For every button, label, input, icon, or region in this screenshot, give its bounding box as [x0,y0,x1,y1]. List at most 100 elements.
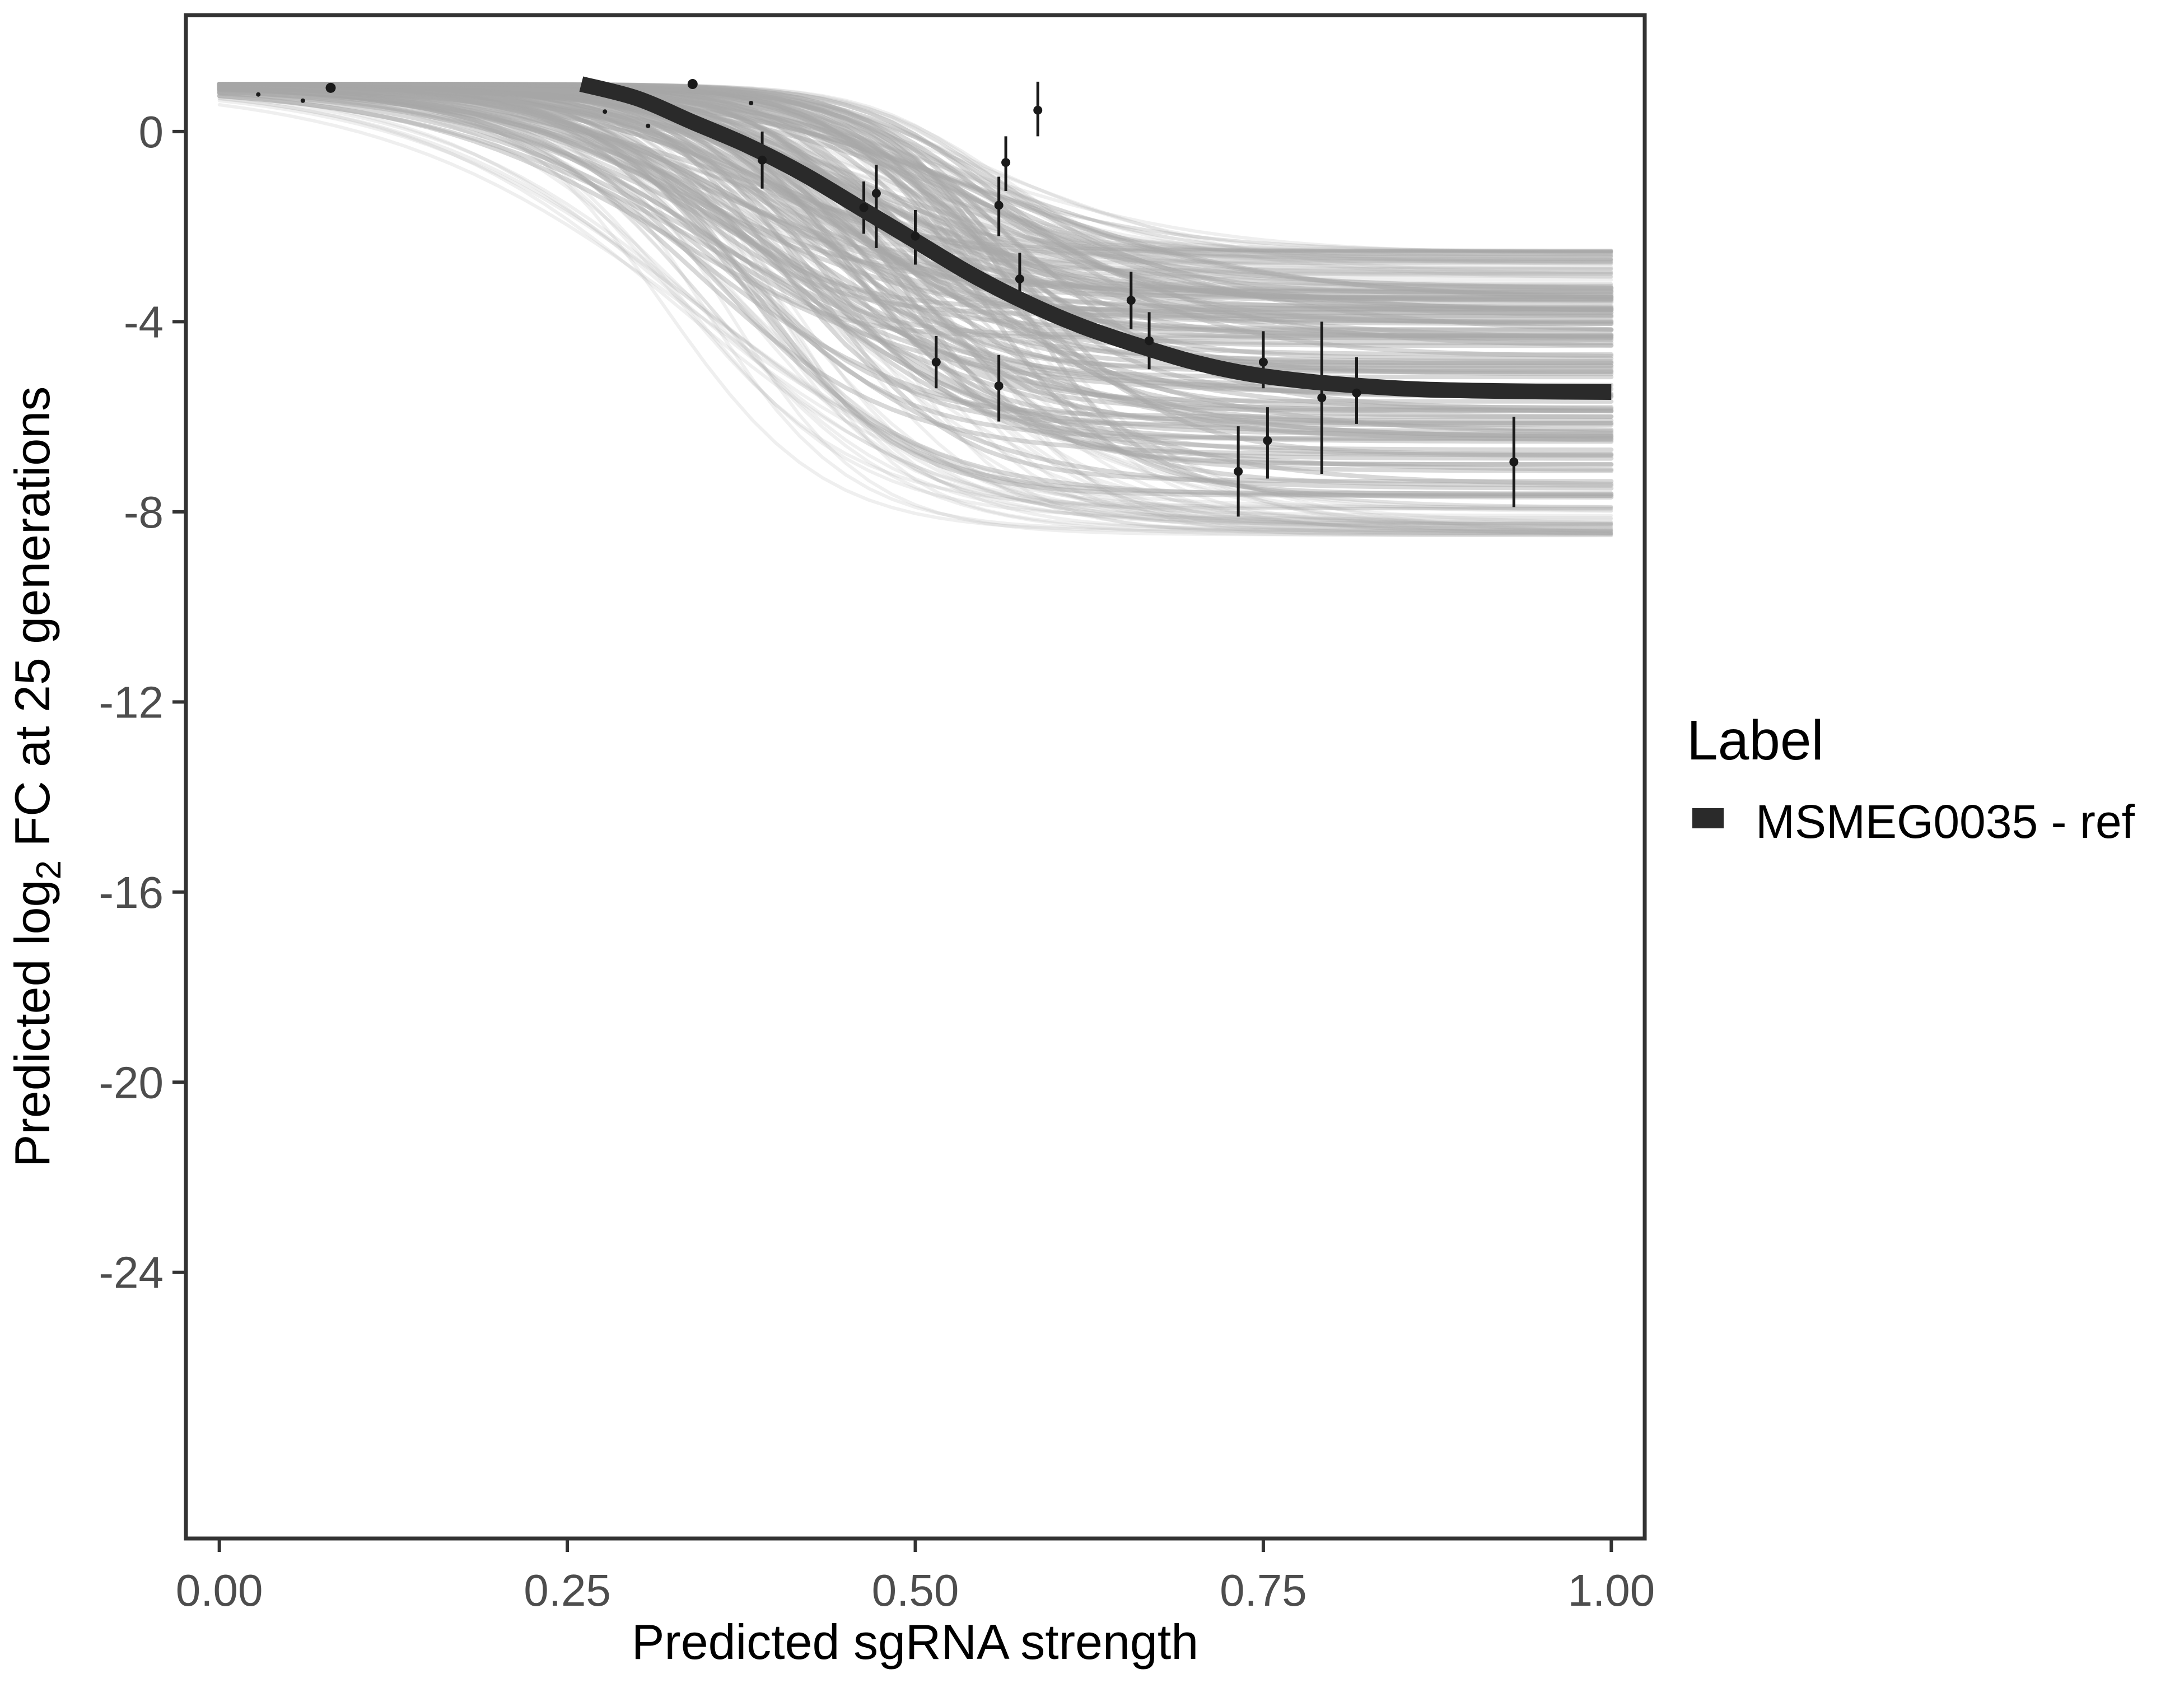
y-tick-label: -16 [99,868,164,917]
posterior-curve [217,86,1613,512]
posterior-curve [217,83,1613,254]
posterior-curve [217,85,1613,511]
data-point [1015,274,1024,284]
posterior-curve [217,82,1614,419]
posterior-curve [217,83,1613,264]
posterior-curve [217,82,1614,315]
x-tick-label: 0.25 [524,1565,611,1615]
posterior-curve [217,83,1614,294]
posterior-curve [217,82,1614,497]
posterior-curve [217,103,1613,525]
posterior-curve [217,86,1613,262]
posterior-curve [217,82,1613,535]
y-axis: 0 -4 -8 -12 -16 -20 -24 [99,107,184,1298]
data-point [1001,158,1011,167]
x-axis-title: Predicted sgRNA strength [632,1614,1199,1670]
data-point [859,203,869,212]
posterior-curve [217,82,1614,341]
posterior-curve [217,86,1613,533]
posterior-curve [217,87,1614,440]
posterior-curve [217,85,1614,413]
y-tick-label: -8 [124,487,164,537]
data-point [687,79,698,90]
posterior-curve [217,82,1613,272]
posterior-curve [217,82,1613,253]
posterior-curve [217,82,1614,473]
posterior-curve [217,82,1614,375]
data-point [1317,393,1327,403]
posterior-curve [217,82,1614,341]
posterior-curve [217,83,1613,254]
x-tick-label: 0.75 [1220,1565,1307,1615]
posterior-curve [217,82,1614,442]
data-point [871,189,881,198]
posterior-curve [217,82,1614,302]
posterior-curve [217,82,1614,300]
posterior-curve [217,82,1614,373]
posterior-curve [217,82,1614,348]
posterior-curve [217,82,1614,410]
posterior-curve [217,82,1614,412]
posterior-curve [217,82,1614,467]
posterior-curve [217,83,1613,253]
x-tick-label: 1.00 [1567,1565,1655,1615]
posterior-curve [217,88,1614,472]
posterior-curve [217,82,1613,255]
posterior-curve [217,82,1613,254]
posterior-curve [217,82,1614,441]
legend-title: Label [1687,709,1824,772]
posterior-curve [217,83,1613,279]
posterior-curve [217,82,1614,296]
posterior-curve [217,82,1614,411]
posterior-curve [217,85,1613,538]
posterior-curve [217,87,1613,274]
posterior-curve [217,86,1614,423]
posterior-curve [217,86,1614,414]
posterior-curve [217,82,1614,413]
x-axis: 0.00 0.25 0.50 0.75 1.00 [176,1540,1655,1615]
posterior-curve [217,83,1614,300]
posterior-curve [217,82,1613,261]
posterior-curve [217,87,1613,536]
data-point [1033,105,1043,115]
posterior-curve [217,83,1613,534]
posterior-curve [217,82,1614,484]
posterior-curve [217,82,1613,264]
posterior-curve [217,95,1613,533]
posterior-curve [217,85,1613,266]
posterior-curve [217,85,1614,313]
posterior-curve [217,82,1613,535]
posterior-curve [217,82,1613,513]
posterior-curve [217,82,1614,439]
x-tick-label: 0.50 [872,1565,959,1615]
legend-entry-label: MSMEG0035 - ref [1756,795,2135,848]
posterior-curve [217,82,1614,369]
posterior-curve [217,82,1614,376]
posterior-curve [217,82,1613,259]
posterior-curve [217,88,1613,530]
posterior-curve [217,82,1613,286]
posterior-curve [217,82,1613,288]
posterior-curve [217,87,1614,301]
posterior-curve [217,82,1613,533]
posterior-curve [217,82,1614,368]
posterior-curve [217,82,1613,261]
y-tick-label: -12 [99,677,164,727]
legend-key-swatch [1692,808,1724,828]
data-point [646,123,651,128]
posterior-curve [217,86,1614,457]
data-point [1263,436,1272,445]
fit-line-group [579,76,1612,400]
posterior-curve [217,83,1613,535]
posterior-curve [217,87,1614,319]
posterior-curve [217,82,1614,380]
posterior-curve [217,82,1613,520]
posterior-curve [217,82,1613,271]
posterior-curve [217,82,1614,313]
data-point [256,92,261,97]
posterior-curve [217,82,1613,536]
posterior-curve [217,92,1613,525]
posterior-curve [217,82,1614,404]
posterior-curve [217,83,1613,527]
